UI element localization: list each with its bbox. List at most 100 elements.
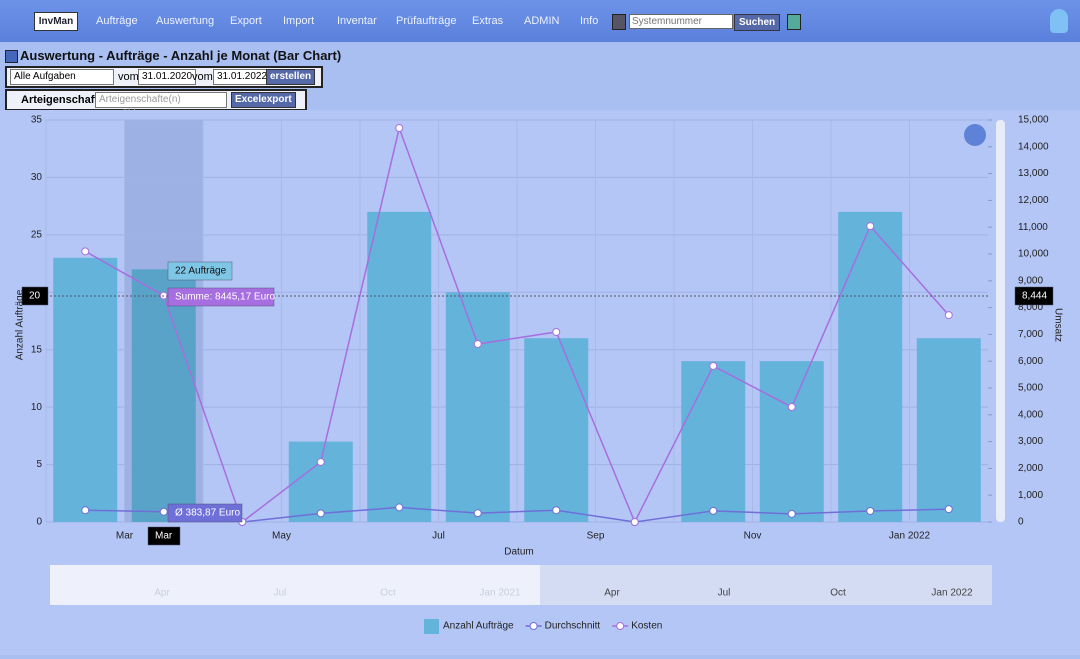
point bbox=[945, 506, 952, 513]
legend-label[interactable]: Kosten bbox=[631, 621, 662, 632]
tooltip-count: 22 Aufträge bbox=[175, 266, 227, 277]
crosshair-x-label: Mar bbox=[155, 531, 173, 542]
bar bbox=[367, 212, 431, 522]
point bbox=[82, 248, 89, 255]
y-tick-label: 5 bbox=[36, 459, 42, 470]
y2-tick-label: 1,000 bbox=[1018, 490, 1043, 501]
y-tick-label: 25 bbox=[31, 229, 43, 240]
x-axis-title: Datum bbox=[504, 547, 533, 558]
x-tick-label: Nov bbox=[744, 531, 762, 542]
navigator-label: Oct bbox=[830, 588, 846, 599]
properties-form: Arteigenschaften Arteigenschafte(n) ausw… bbox=[5, 89, 307, 111]
menu-item[interactable]: ADMIN bbox=[524, 15, 559, 27]
legend-symbol bbox=[424, 619, 439, 634]
help-icon[interactable] bbox=[5, 50, 18, 63]
point bbox=[396, 125, 403, 132]
x-tick-label: Sep bbox=[587, 531, 605, 542]
y2-axis-title: Umsatz bbox=[1052, 308, 1063, 342]
scan-button[interactable] bbox=[787, 14, 801, 30]
filter-form: Alle Aufgaben vom 31.01.2020 vom 31.01.2… bbox=[5, 66, 323, 88]
user-icon[interactable] bbox=[1050, 9, 1068, 33]
logo[interactable]: InvMan bbox=[34, 12, 78, 31]
search-type[interactable] bbox=[612, 14, 626, 30]
y2-tick-label: 10,000 bbox=[1018, 249, 1049, 260]
point bbox=[788, 510, 795, 517]
create-button[interactable]: erstellen bbox=[266, 69, 315, 85]
y2-tick-label: 5,000 bbox=[1018, 383, 1043, 394]
point bbox=[553, 328, 560, 335]
menu-item[interactable]: Info bbox=[580, 15, 598, 27]
from-label: vom bbox=[118, 71, 139, 83]
x-tick-label: Jan 2022 bbox=[889, 531, 931, 542]
point bbox=[317, 510, 324, 517]
to-date[interactable]: 31.01.2022 bbox=[213, 69, 271, 85]
y-tick-label: 30 bbox=[31, 172, 43, 183]
navigator-label: Jul bbox=[274, 588, 287, 599]
nav-bar: InvMan Aufträge Auswertung Export Import… bbox=[0, 0, 1080, 42]
navigator-label: Oct bbox=[380, 588, 396, 599]
bar bbox=[760, 361, 824, 522]
bar bbox=[681, 361, 745, 522]
point bbox=[474, 341, 481, 348]
legend-label[interactable]: Anzahl Aufträge bbox=[443, 621, 514, 632]
search-input[interactable] bbox=[629, 14, 733, 29]
y2-tick-label: 7,000 bbox=[1018, 329, 1043, 340]
crosshair-y2-label: 8,444 bbox=[1022, 291, 1047, 302]
y-tick-label: 35 bbox=[31, 115, 43, 126]
bar bbox=[53, 258, 117, 522]
bar bbox=[917, 338, 981, 522]
navigator-window[interactable] bbox=[540, 565, 992, 605]
legend-symbol bbox=[617, 623, 624, 630]
menu-item[interactable]: Export bbox=[230, 15, 262, 27]
menu-item[interactable]: Auswertung bbox=[156, 15, 214, 27]
crosshair-y-label: 20 bbox=[29, 291, 41, 302]
point bbox=[82, 507, 89, 514]
bar bbox=[524, 338, 588, 522]
search-button[interactable]: Suchen bbox=[734, 14, 780, 31]
x-tick-label: May bbox=[272, 531, 291, 542]
task-select[interactable]: Alle Aufgaben bbox=[10, 69, 114, 85]
menu-item[interactable]: Inventar bbox=[337, 15, 377, 27]
point bbox=[945, 312, 952, 319]
zoom-out[interactable] bbox=[964, 124, 986, 146]
y-tick-label: 0 bbox=[36, 517, 42, 528]
y2-tick-label: 11,000 bbox=[1018, 222, 1048, 233]
point bbox=[710, 363, 717, 370]
legend-label[interactable]: Durchschnitt bbox=[545, 621, 601, 632]
y2-tick-label: 4,000 bbox=[1018, 409, 1043, 420]
y-tick-label: 15 bbox=[31, 344, 43, 355]
bar bbox=[838, 212, 902, 522]
navigator-label: Apr bbox=[604, 588, 620, 599]
tooltip-avg: Ø 383,87 Euro bbox=[175, 508, 240, 519]
menu-item[interactable]: Import bbox=[283, 15, 314, 27]
scrollbar[interactable] bbox=[996, 120, 1005, 522]
x-tick-label: Jul bbox=[432, 531, 445, 542]
point bbox=[160, 508, 167, 515]
point bbox=[553, 507, 560, 514]
x-tick-label: Mar bbox=[116, 531, 134, 542]
y2-tick-label: 12,000 bbox=[1018, 195, 1049, 206]
point bbox=[396, 504, 403, 511]
menu-item[interactable]: Extras bbox=[472, 15, 503, 27]
page-title: Auswertung - Aufträge - Anzahl je Monat … bbox=[20, 48, 341, 63]
point bbox=[867, 508, 874, 515]
menu-item[interactable]: Prüfaufträge bbox=[396, 15, 457, 27]
menu-item[interactable]: Aufträge bbox=[96, 15, 138, 27]
from-date[interactable]: 31.01.2020 bbox=[138, 69, 196, 85]
point bbox=[474, 510, 481, 517]
chart: 0510152025303501,0002,0003,0004,0005,000… bbox=[0, 110, 1080, 655]
point bbox=[710, 507, 717, 514]
properties-select[interactable]: Arteigenschafte(n) auswählen bbox=[95, 92, 227, 108]
point bbox=[317, 458, 324, 465]
point bbox=[867, 223, 874, 230]
y2-tick-label: 2,000 bbox=[1018, 463, 1043, 474]
export-button[interactable]: Excelexport bbox=[231, 92, 296, 108]
y2-tick-label: 9,000 bbox=[1018, 275, 1043, 286]
bar bbox=[446, 292, 510, 522]
y2-tick-label: 3,000 bbox=[1018, 436, 1043, 447]
point bbox=[788, 404, 795, 411]
bar bbox=[132, 269, 196, 522]
to-label: vom bbox=[192, 71, 213, 83]
navigator-label: Apr bbox=[154, 588, 170, 599]
